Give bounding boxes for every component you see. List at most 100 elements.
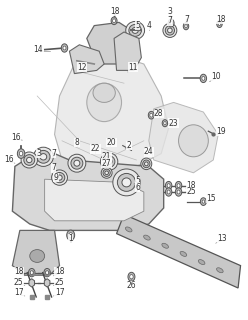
Ellipse shape — [46, 271, 49, 275]
Ellipse shape — [132, 28, 138, 33]
Ellipse shape — [33, 147, 53, 166]
Text: 25: 25 — [186, 188, 196, 196]
Text: 17: 17 — [14, 288, 23, 297]
Polygon shape — [149, 102, 218, 173]
Polygon shape — [12, 154, 164, 230]
Ellipse shape — [103, 156, 115, 167]
Ellipse shape — [74, 160, 80, 166]
Text: 18: 18 — [14, 268, 23, 276]
Ellipse shape — [61, 44, 68, 52]
Ellipse shape — [29, 268, 35, 277]
Text: 5: 5 — [135, 21, 140, 30]
Ellipse shape — [185, 25, 187, 28]
Text: 8: 8 — [74, 138, 79, 147]
Polygon shape — [69, 45, 104, 74]
Text: 11: 11 — [128, 63, 137, 72]
Text: 28: 28 — [154, 109, 163, 118]
Ellipse shape — [105, 171, 108, 175]
Ellipse shape — [57, 175, 62, 180]
Polygon shape — [117, 214, 241, 288]
Polygon shape — [55, 51, 169, 166]
Text: 15: 15 — [206, 194, 216, 203]
Text: 17: 17 — [55, 288, 64, 297]
Text: 5: 5 — [135, 176, 140, 185]
Ellipse shape — [93, 83, 115, 102]
Text: 25: 25 — [55, 278, 64, 287]
Ellipse shape — [177, 184, 180, 188]
Ellipse shape — [168, 28, 172, 33]
Ellipse shape — [113, 169, 140, 196]
Ellipse shape — [141, 158, 152, 170]
Text: 3: 3 — [36, 149, 41, 158]
Ellipse shape — [170, 21, 173, 25]
Ellipse shape — [103, 169, 110, 176]
Text: 2: 2 — [126, 141, 131, 150]
Ellipse shape — [183, 23, 189, 30]
Text: 27: 27 — [102, 159, 111, 168]
Ellipse shape — [40, 154, 47, 160]
Ellipse shape — [63, 46, 66, 50]
Text: 22: 22 — [91, 144, 100, 153]
Text: 23: 23 — [169, 119, 178, 128]
Ellipse shape — [30, 271, 33, 275]
Ellipse shape — [111, 17, 117, 25]
Polygon shape — [44, 279, 50, 287]
Ellipse shape — [179, 125, 208, 157]
Text: 3: 3 — [167, 7, 172, 16]
Ellipse shape — [100, 153, 118, 170]
Polygon shape — [114, 32, 141, 70]
Text: 10: 10 — [211, 72, 220, 81]
Ellipse shape — [168, 19, 174, 27]
Text: 18: 18 — [55, 268, 64, 276]
Ellipse shape — [165, 181, 172, 190]
Ellipse shape — [113, 19, 116, 23]
Ellipse shape — [162, 120, 168, 127]
Ellipse shape — [164, 122, 166, 125]
Ellipse shape — [217, 20, 222, 28]
Ellipse shape — [17, 149, 25, 158]
Ellipse shape — [162, 243, 168, 248]
Polygon shape — [87, 22, 139, 64]
Ellipse shape — [122, 178, 131, 187]
Ellipse shape — [144, 235, 150, 240]
Ellipse shape — [68, 154, 86, 172]
Text: 12: 12 — [77, 63, 87, 72]
Text: 18: 18 — [186, 181, 196, 190]
Ellipse shape — [54, 172, 65, 183]
Polygon shape — [45, 179, 144, 221]
Ellipse shape — [69, 233, 73, 238]
Ellipse shape — [21, 152, 37, 168]
Ellipse shape — [126, 21, 145, 39]
Ellipse shape — [117, 173, 136, 191]
Text: 7: 7 — [51, 149, 56, 158]
Ellipse shape — [30, 250, 45, 262]
Ellipse shape — [87, 83, 122, 122]
Ellipse shape — [167, 184, 170, 188]
Ellipse shape — [180, 252, 187, 256]
Text: 6: 6 — [135, 183, 140, 192]
Text: 18: 18 — [111, 7, 120, 16]
Ellipse shape — [165, 26, 175, 35]
Text: 7: 7 — [185, 15, 190, 24]
Ellipse shape — [101, 167, 112, 178]
Text: 14: 14 — [34, 45, 43, 54]
Text: 7: 7 — [51, 164, 56, 172]
Text: 24: 24 — [144, 148, 154, 156]
Ellipse shape — [128, 272, 135, 281]
Ellipse shape — [150, 113, 153, 117]
Ellipse shape — [165, 188, 172, 196]
Ellipse shape — [125, 227, 132, 232]
Ellipse shape — [24, 155, 35, 165]
Ellipse shape — [71, 157, 83, 169]
Ellipse shape — [163, 23, 177, 37]
Ellipse shape — [148, 111, 154, 119]
Ellipse shape — [143, 160, 150, 168]
Text: 16: 16 — [4, 156, 13, 164]
Polygon shape — [29, 279, 34, 287]
Ellipse shape — [44, 268, 50, 277]
Ellipse shape — [198, 260, 205, 265]
Ellipse shape — [200, 74, 207, 83]
Ellipse shape — [19, 151, 23, 156]
Ellipse shape — [200, 198, 206, 205]
Text: 4: 4 — [146, 21, 151, 30]
